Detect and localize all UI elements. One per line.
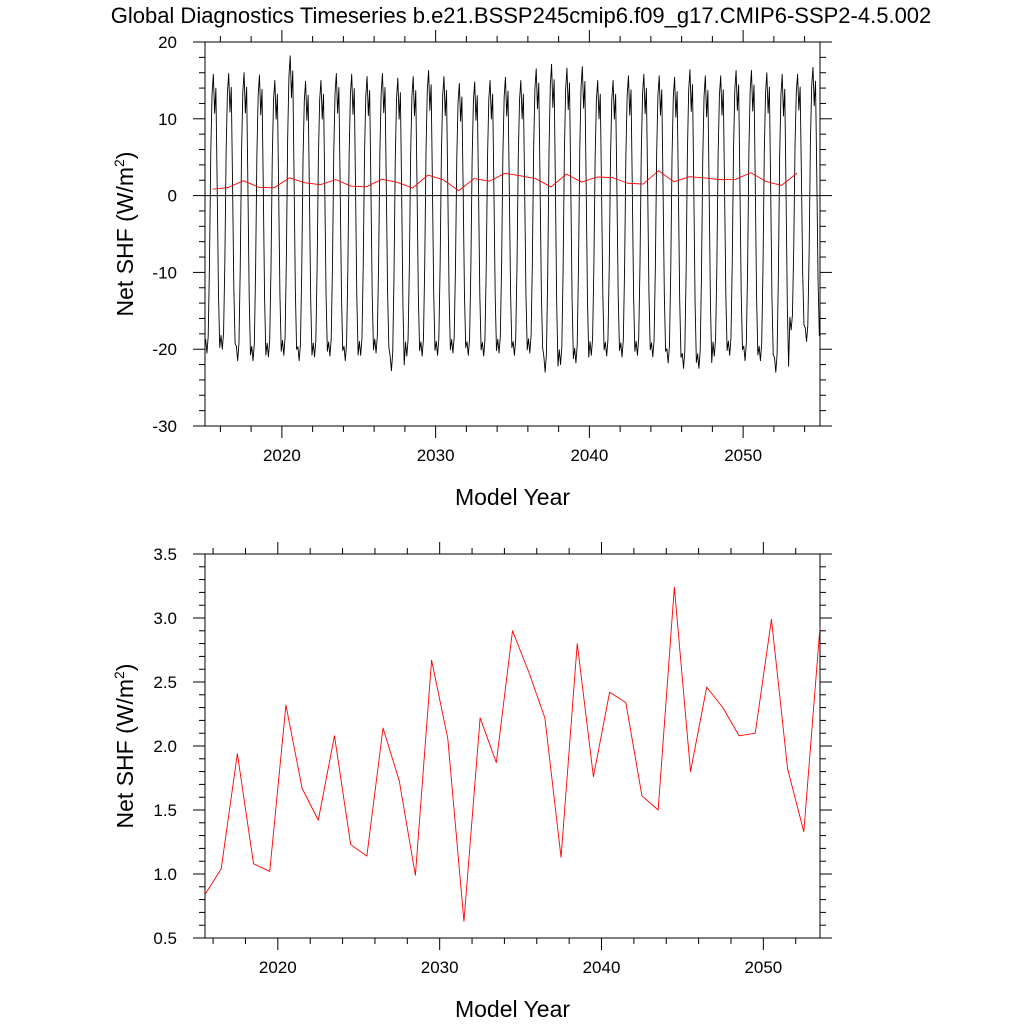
y-tick-label: 0	[168, 187, 177, 206]
y-tick-label: 2.0	[153, 737, 177, 756]
y-axis-title-tail: )	[112, 664, 138, 672]
y-axis-title-tail: )	[112, 152, 138, 160]
monthly-series-line	[205, 55, 820, 373]
x-tick-label: 2030	[421, 958, 459, 977]
x-tick-label: 2020	[263, 446, 301, 465]
x-tick-label: 2050	[724, 446, 762, 465]
y-tick-label: 3.5	[153, 545, 177, 564]
y-axis-title-superscript: 2	[111, 671, 127, 679]
x-tick-label: 2040	[570, 446, 608, 465]
y-tick-label: 20	[158, 33, 177, 52]
x-tick-label: 2050	[744, 958, 782, 977]
y-tick-label: -30	[152, 417, 177, 436]
x-tick-label: 2020	[259, 958, 297, 977]
x-tick-label: 2030	[417, 446, 455, 465]
y-tick-label: 1.5	[153, 801, 177, 820]
y-axis-title: Net SHF (W/m2)	[111, 152, 138, 317]
y-tick-label: 0.5	[153, 929, 177, 948]
x-axis-title: Model Year	[455, 484, 570, 510]
y-tick-label: -20	[152, 340, 177, 359]
annual-mean-series-line	[204, 586, 821, 922]
x-tick-label: 2040	[583, 958, 621, 977]
y-tick-label: 3.0	[153, 609, 177, 628]
figure-title: Global Diagnostics Timeseries b.e21.BSSP…	[111, 3, 932, 28]
y-axis-title-main: Net SHF (W/m	[112, 167, 138, 317]
y-tick-label: -10	[152, 263, 177, 282]
plot-frame	[204, 41, 821, 427]
y-axis-title-superscript: 2	[111, 159, 127, 167]
y-axis-title-main: Net SHF (W/m	[112, 679, 138, 829]
bottom-panel-annual-mean: 0.5 1.0 1.5 2.0 2.5 3.0 3.5 2020 2030 2040 2050 Mod…	[111, 542, 832, 1022]
y-tick-label: 10	[158, 110, 177, 129]
plot-frame	[204, 553, 821, 939]
y-tick-label: 1.0	[153, 865, 177, 884]
annual-mean-series-line	[212, 170, 798, 192]
y-tick-label: 2.5	[153, 673, 177, 692]
x-axis-title: Model Year	[455, 996, 570, 1022]
y-axis-title: Net SHF (W/m2)	[111, 664, 138, 829]
